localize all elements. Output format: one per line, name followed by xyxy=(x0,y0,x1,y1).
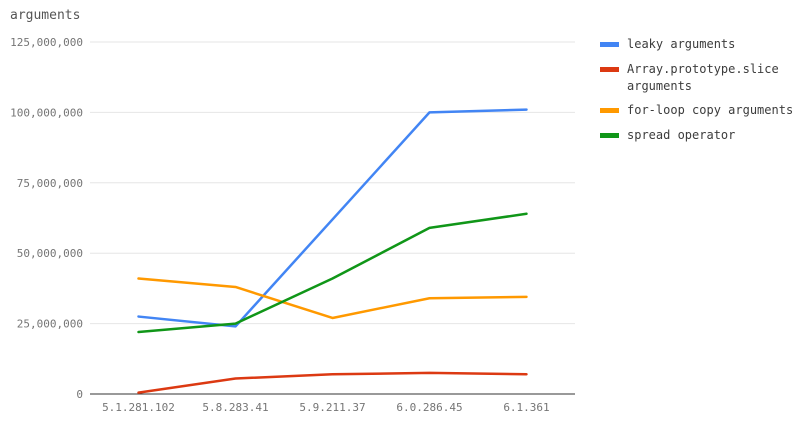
y-tick-label: 25,000,000 xyxy=(17,318,83,331)
y-tick-label: 100,000,000 xyxy=(10,106,83,119)
x-tick-label: 6.0.286.45 xyxy=(396,401,462,414)
y-tick-label: 125,000,000 xyxy=(10,36,83,49)
legend-item-leaky-arguments: leaky arguments xyxy=(600,36,800,53)
series-line-leaky-arguments xyxy=(137,108,528,328)
legend-item-spread-operator: spread operator xyxy=(600,127,800,144)
y-tick-label: 50,000,000 xyxy=(17,247,83,260)
x-tick-label: 5.8.283.41 xyxy=(202,401,268,414)
y-tick-label: 0 xyxy=(76,388,83,401)
y-tick-label: 75,000,000 xyxy=(17,177,83,190)
legend-swatch xyxy=(600,66,619,72)
legend-label: spread operator xyxy=(627,128,736,143)
series-line-array-prototype-slice-arguments xyxy=(137,371,528,394)
x-tick-label: 5.9.211.37 xyxy=(299,401,365,414)
legend-swatch xyxy=(600,42,619,47)
series-line-spread-operator xyxy=(137,212,528,334)
chart-title: arguments xyxy=(10,8,81,23)
legend-swatch xyxy=(600,108,619,114)
legend-label: Array.prototype.slice arguments xyxy=(627,61,779,93)
x-tick-label: 5.1.281.102 xyxy=(102,401,175,414)
legend-label: for-loop copy arguments xyxy=(627,103,794,118)
legend-label: leaky arguments xyxy=(627,37,736,51)
legend-swatch xyxy=(600,133,619,139)
legend-item-for-loop-copy-arguments: for-loop copy arguments xyxy=(600,102,800,119)
legend-item-array-prototype-slice-arguments: Array.prototype.slice arguments xyxy=(600,61,800,95)
x-tick-label: 6.1.361 xyxy=(503,401,549,414)
chart-legend: leaky arguments Array.prototype.slice arg… xyxy=(600,36,800,144)
series-line-for-loop-copy-arguments xyxy=(137,277,528,320)
